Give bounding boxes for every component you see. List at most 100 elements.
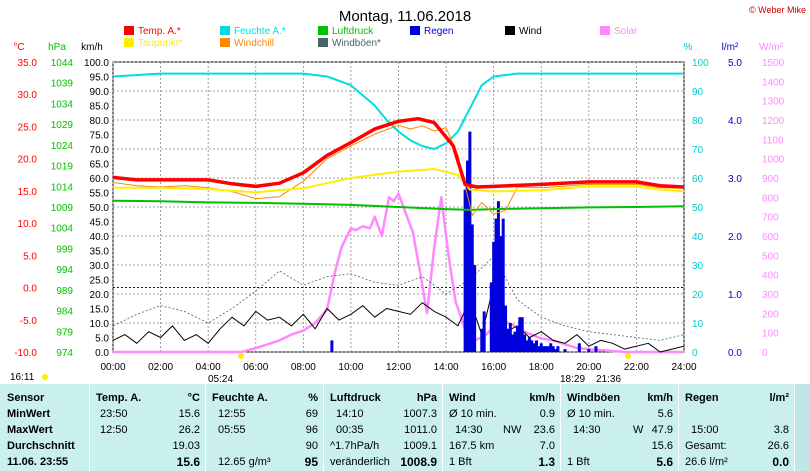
pressure-state: veränderlich — [330, 456, 390, 468]
pressure-tick-label: 1024 — [51, 141, 74, 152]
stats-col-humidity: Feuchte A.% 12:55 69 05:55 96 90 12.65 g/m… — [205, 384, 324, 471]
temp-tick-label: 15.0 — [18, 187, 38, 198]
pressure-max: 1011.0 — [404, 424, 437, 436]
wind-tick-label: 40.0 — [90, 232, 110, 243]
rain-bar — [473, 265, 477, 352]
legend-swatch — [124, 26, 134, 35]
rain-bar — [518, 317, 522, 352]
temp-max-time: 12:50 — [100, 424, 128, 436]
x-tick-label: 04:00 — [196, 362, 221, 373]
rain-bar — [468, 131, 472, 352]
pressure-unit-label: hPa — [48, 42, 66, 53]
temp-tick-label: 20.0 — [18, 155, 38, 166]
stats-col-temp: Temp. A. °C 23:50 15.6 12:50 26.2 19.03 15.… — [89, 384, 206, 471]
stats-col-rain: Regen l/m² 15:00 3.8 Gesamt: 26.6 26.6 l/m²… — [678, 384, 795, 471]
rain-bar — [482, 311, 486, 352]
temp-tick-label: 5.0 — [23, 251, 37, 262]
humidity-tick-label: 40 — [692, 232, 704, 243]
rain-bar — [465, 160, 469, 352]
solar-tick-label: 1100 — [762, 135, 784, 146]
rain-bar — [520, 317, 524, 352]
humidity-max-time: 05:55 — [218, 424, 246, 436]
pressure-tick-label: 999 — [56, 244, 73, 255]
rain-bar — [508, 323, 512, 352]
rain-bar — [527, 337, 531, 352]
rain-bar — [506, 328, 510, 352]
gusts-max: 47.9 — [651, 424, 673, 436]
rain-bar — [587, 349, 591, 352]
wind-now: 1.3 — [538, 455, 555, 469]
wind-tick-label: 25.0 — [90, 276, 110, 287]
temp-tick-label: 10.0 — [18, 219, 38, 230]
series-line-temp-a — [112, 116, 685, 189]
rain-bar — [492, 241, 496, 352]
pressure-tick-label: 1019 — [51, 162, 74, 173]
wind-tick-label: 70.0 — [90, 145, 110, 156]
pressure-unit: hPa — [416, 392, 437, 404]
gusts-min-label: Ø 10 min. — [567, 408, 615, 420]
sun-event-label: 05:24 — [208, 374, 233, 384]
sun-marker — [238, 353, 244, 359]
temp-tick-label: 25.0 — [18, 122, 38, 133]
gusts-now: 5.6 — [656, 455, 673, 469]
wind-tick-label: 30.0 — [90, 261, 110, 272]
rain-bar — [463, 189, 467, 352]
legend-label: Solar — [614, 26, 638, 37]
rain-bar — [489, 282, 493, 352]
solar-tick-label: 1400 — [762, 77, 785, 88]
x-tick-label: 22:00 — [624, 362, 649, 373]
rain-tick-label: 2.0 — [728, 232, 742, 243]
gusts-max-dir: W — [633, 424, 644, 436]
rain-bar — [554, 349, 558, 352]
humidity-tick-label: 20 — [692, 290, 704, 301]
temp-avg: 19.03 — [172, 440, 200, 452]
solar-tick-label: 200 — [762, 309, 779, 320]
x-tick-label: 12:00 — [386, 362, 411, 373]
rain-bar — [525, 340, 529, 352]
legend-label: Feuchte A.* — [234, 26, 286, 37]
x-tick-label: 08:00 — [291, 362, 316, 373]
series-layer — [112, 72, 685, 354]
x-tick-label: 02:00 — [148, 362, 173, 373]
wind-tick-label: 50.0 — [90, 203, 110, 214]
gusts-header: Windböen — [567, 392, 621, 404]
legend-swatch — [318, 26, 328, 35]
rain-bar — [563, 349, 567, 352]
solar-tick-label: 800 — [762, 193, 779, 204]
humidity-tick-label: 90 — [692, 87, 704, 98]
humidity-absolute: 12.65 g/m³ — [218, 456, 271, 468]
solar-tick-label: 1500 — [762, 58, 785, 69]
rain-max-time: 15:00 — [691, 424, 719, 436]
legend-swatch — [505, 26, 515, 35]
legend-swatch — [220, 38, 230, 47]
wind-beaufort: 1 Bft — [449, 456, 472, 468]
sensor-header: Sensor — [7, 392, 45, 404]
solar-tick-label: 1000 — [762, 155, 785, 166]
max-label: MaxWert — [7, 424, 53, 436]
legend-swatch — [600, 26, 610, 35]
rain-bar — [499, 236, 503, 352]
rain-bar — [539, 343, 543, 352]
rain-now: 0.0 — [772, 455, 789, 469]
legend-label: Temp. A.* — [138, 26, 181, 37]
rain-bar — [542, 346, 546, 352]
pressure-tick-label: 979 — [56, 327, 73, 338]
temp-now: 15.6 — [176, 455, 200, 469]
sun-event-label: 18:29 — [560, 374, 585, 384]
humidity-header: Feuchte A. — [212, 392, 268, 404]
temp-tick-label: -10.0 — [14, 348, 37, 359]
humidity-min: 69 — [305, 408, 318, 420]
rain-bar — [494, 218, 498, 352]
pressure-tick-label: 984 — [56, 307, 73, 318]
wind-max-dir: NW — [503, 424, 522, 436]
rain-tick-label: 0.0 — [728, 348, 742, 359]
legend-swatch — [220, 26, 230, 35]
humidity-tick-label: 10 — [692, 319, 704, 330]
avg-label: Durchschnitt — [7, 440, 75, 452]
rain-bar — [546, 346, 550, 352]
sun-marker — [625, 353, 631, 359]
legend-label: Windchill — [234, 38, 274, 49]
gusts-beaufort: 1 Bft — [567, 456, 590, 468]
solar-tick-label: 1200 — [762, 116, 785, 127]
legend-label: Regen — [424, 26, 453, 37]
